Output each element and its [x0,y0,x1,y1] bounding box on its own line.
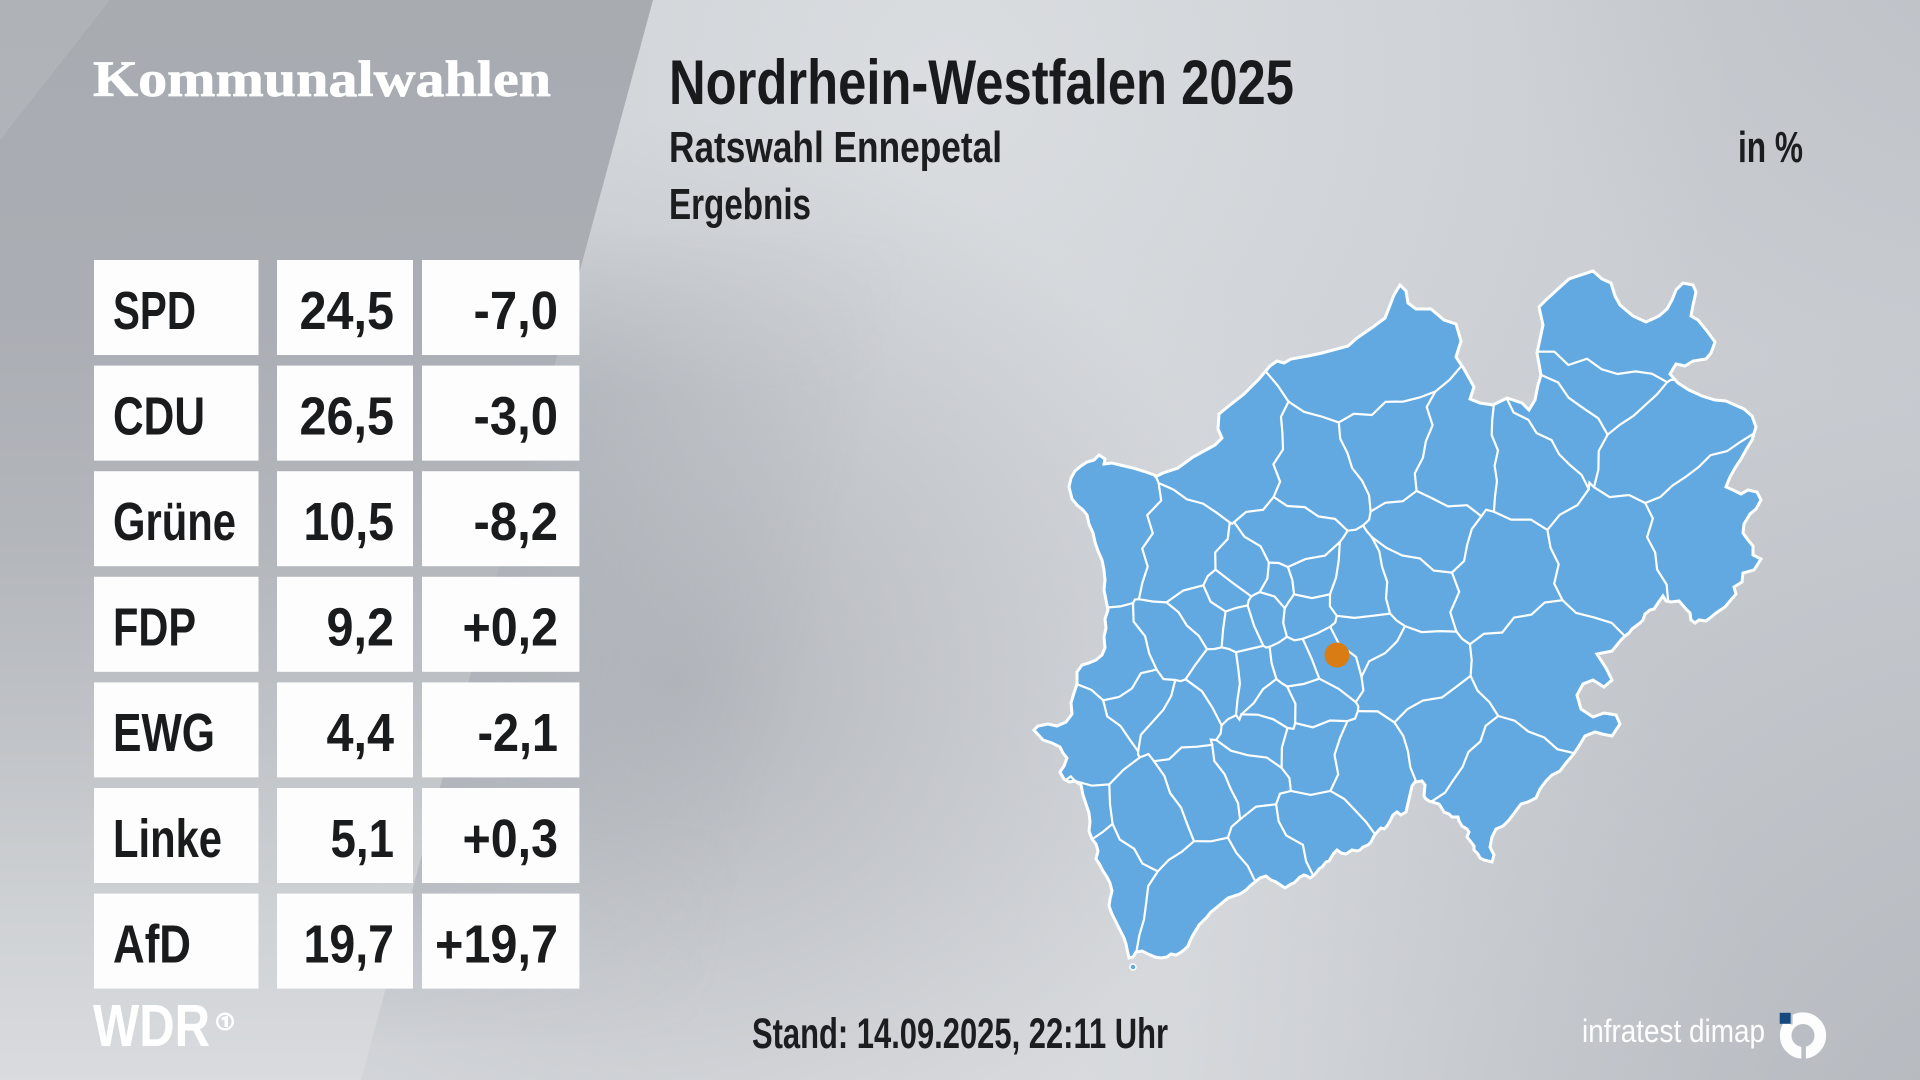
svg-text:-7,0: -7,0 [474,282,559,341]
svg-text:19,7: 19,7 [304,915,395,974]
svg-text:AfD: AfD [113,915,191,974]
svg-text:-3,0: -3,0 [474,387,559,446]
svg-text:Kommunalwahlen: Kommunalwahlen [93,52,551,108]
svg-text:SPD: SPD [113,282,196,341]
svg-text:10,5: 10,5 [304,493,395,552]
svg-text:+19,7: +19,7 [435,915,558,974]
svg-text:Nordrhein-Westfalen 2025: Nordrhein-Westfalen 2025 [669,48,1294,118]
svg-text:EWG: EWG [113,704,215,763]
svg-text:4,4: 4,4 [327,704,395,763]
svg-text:+0,3: +0,3 [463,810,559,869]
svg-text:26,5: 26,5 [300,387,395,446]
svg-text:+0,2: +0,2 [463,599,559,658]
svg-text:Linke: Linke [113,810,222,869]
svg-text:9,2: 9,2 [327,599,395,658]
svg-text:-8,2: -8,2 [474,493,559,552]
svg-text:Stand: 14.09.2025, 22:11 Uhr: Stand: 14.09.2025, 22:11 Uhr [752,1010,1168,1058]
svg-text:in %: in % [1738,123,1803,172]
svg-text:Grüne: Grüne [113,493,236,552]
svg-text:infratest dimap: infratest dimap [1582,1013,1765,1049]
svg-text:Ratswahl Ennepetal: Ratswahl Ennepetal [669,123,1002,172]
svg-text:Ergebnis: Ergebnis [669,180,811,229]
svg-text:FDP: FDP [113,599,196,658]
svg-text:CDU: CDU [113,387,205,446]
svg-text:24,5: 24,5 [300,282,395,341]
svg-text:-2,1: -2,1 [478,704,559,763]
svg-text:5,1: 5,1 [331,810,395,869]
svg-text:WDR: WDR [93,993,210,1059]
